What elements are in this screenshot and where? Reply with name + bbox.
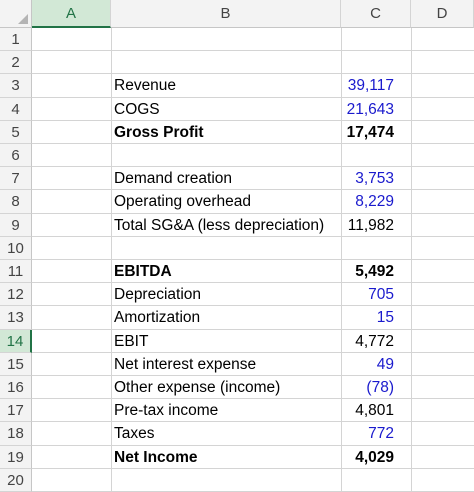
- cell-label[interactable]: Demand creation: [114, 170, 233, 188]
- cell-label[interactable]: Pre-tax income: [114, 402, 219, 420]
- row-gridline: [32, 375, 474, 376]
- row-gridline: [32, 444, 474, 446]
- cell-label[interactable]: Revenue: [114, 77, 177, 95]
- row-header-19[interactable]: 19: [0, 445, 32, 469]
- cell-value[interactable]: 11,982: [347, 216, 394, 234]
- cell-label[interactable]: Depreciation: [114, 286, 202, 304]
- cell-label[interactable]: Operating overhead: [114, 193, 252, 211]
- column-gridline: [341, 28, 342, 492]
- row-gridline: [32, 73, 474, 75]
- cell-value[interactable]: 15: [376, 309, 394, 327]
- row-header-15[interactable]: 15: [0, 352, 32, 376]
- cell-value[interactable]: 39,117: [347, 77, 394, 95]
- cell-label[interactable]: Gross Profit: [114, 123, 204, 141]
- cell-label[interactable]: COGS: [114, 100, 160, 118]
- row-gridline: [32, 166, 474, 168]
- column-header-row: A B C D: [0, 0, 474, 28]
- cell-label[interactable]: Taxes: [114, 425, 155, 443]
- cell-label[interactable]: Other expense (income): [114, 379, 281, 396]
- row-gridline: [32, 143, 474, 144]
- row-header-17[interactable]: 17: [0, 399, 32, 423]
- row-gridline: [32, 351, 474, 353]
- cell-value[interactable]: 17,474: [346, 123, 394, 141]
- cell-value[interactable]: 49: [376, 355, 394, 373]
- cell-value[interactable]: 4,029: [355, 448, 394, 466]
- cell-value[interactable]: 3,753: [355, 170, 394, 188]
- row-gridline: [32, 96, 474, 98]
- row-header-7[interactable]: 7: [0, 167, 32, 191]
- cell-label[interactable]: EBIT: [114, 332, 149, 350]
- row-gridline: [32, 398, 474, 400]
- cell-value[interactable]: 4,801: [355, 402, 394, 420]
- row-gridline: [32, 421, 474, 423]
- column-gridline: [111, 28, 112, 492]
- row-gridline: [32, 467, 474, 469]
- cell-value[interactable]: 21,643: [346, 100, 394, 118]
- cell-value[interactable]: 4,772: [355, 332, 394, 350]
- row-header-20[interactable]: 20: [0, 468, 32, 492]
- column-header-d[interactable]: D: [411, 0, 474, 28]
- select-all-corner[interactable]: [0, 0, 32, 28]
- row-header-4[interactable]: 4: [0, 97, 32, 121]
- row-gridline: [32, 259, 474, 260]
- row-gridline: [32, 50, 474, 52]
- row-gridline: [32, 305, 474, 307]
- row-header-8[interactable]: 8: [0, 190, 32, 214]
- cell-label[interactable]: EBITDA: [114, 263, 172, 280]
- cell-label[interactable]: Net interest expense: [114, 355, 257, 373]
- cell-value[interactable]: (78): [366, 379, 394, 396]
- row-header-10[interactable]: 10: [0, 236, 32, 260]
- row-gridline: [32, 328, 474, 330]
- cell-value[interactable]: 705: [368, 286, 394, 304]
- row-header-14[interactable]: 14: [0, 329, 32, 353]
- cell-value[interactable]: 8,229: [355, 193, 394, 211]
- cell-label[interactable]: Net Income: [114, 448, 198, 466]
- cell-value[interactable]: 772: [368, 425, 394, 443]
- row-header-12[interactable]: 12: [0, 283, 32, 307]
- column-header-b[interactable]: B: [111, 0, 341, 28]
- select-all-icon: [18, 14, 28, 24]
- row-gridline: [32, 282, 474, 284]
- row-gridline: [32, 119, 474, 121]
- row-header-2[interactable]: 2: [0, 51, 32, 75]
- row-gridline: [32, 235, 474, 237]
- cell-label[interactable]: Amortization: [114, 309, 201, 327]
- row-header-13[interactable]: 13: [0, 306, 32, 330]
- row-header-5[interactable]: 5: [0, 120, 32, 144]
- row-gridline: [32, 189, 474, 191]
- row-header-16[interactable]: 16: [0, 376, 32, 400]
- column-header-c[interactable]: C: [341, 0, 411, 28]
- row-header-11[interactable]: 11: [0, 260, 32, 284]
- row-header-1[interactable]: 1: [0, 28, 32, 52]
- row-gridline: [32, 212, 474, 214]
- column-header-a[interactable]: A: [32, 0, 111, 28]
- cell-value[interactable]: 5,492: [355, 263, 394, 280]
- row-header-6[interactable]: 6: [0, 144, 32, 168]
- row-header-18[interactable]: 18: [0, 422, 32, 446]
- row-header-3[interactable]: 3: [0, 74, 32, 98]
- cell-label[interactable]: Total SG&A (less depreciation): [114, 216, 325, 234]
- column-gridline: [411, 28, 412, 492]
- row-header-9[interactable]: 9: [0, 213, 32, 237]
